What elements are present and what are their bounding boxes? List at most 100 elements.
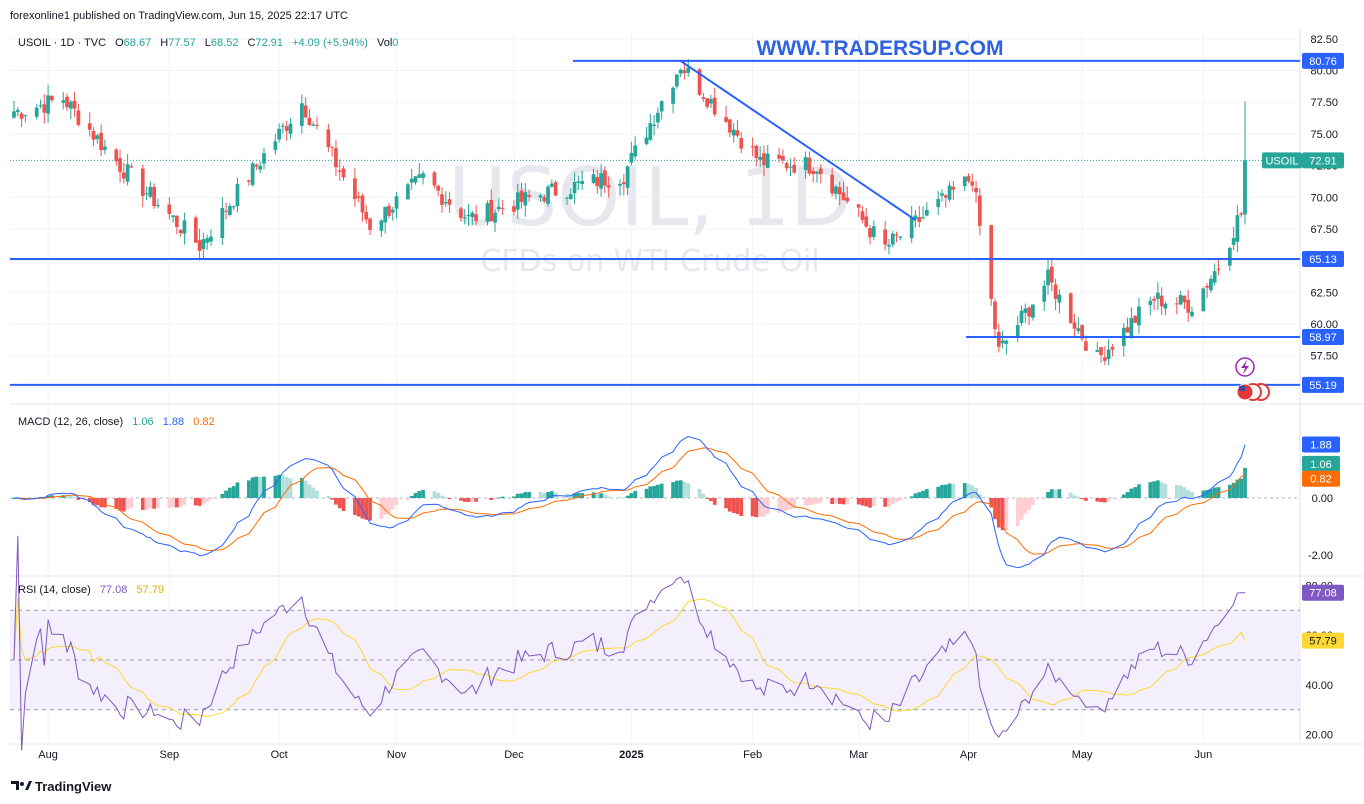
- candle: [674, 74, 679, 89]
- candle: [436, 184, 441, 197]
- rsi-value: 77.08: [100, 584, 128, 596]
- candle: [254, 163, 259, 171]
- price-tick-label: 82.50: [1310, 34, 1338, 46]
- macd-histogram-bar: [671, 482, 675, 499]
- candle: [171, 215, 175, 223]
- macd-histogram-bar: [409, 495, 414, 499]
- candle: [1031, 304, 1035, 321]
- time-axis[interactable]: Aug Sep Oct Nov Dec 2025 Feb Mar Apr May Jun: [38, 749, 1212, 761]
- macd-histogram-bar: [512, 496, 516, 499]
- candle: [1080, 324, 1084, 342]
- macd-histogram-bar: [140, 498, 145, 510]
- candle: [621, 174, 626, 196]
- price-tick-label: 77.50: [1310, 97, 1338, 109]
- macd-histogram-bar: [921, 490, 925, 499]
- symbol-badge: [1262, 152, 1302, 169]
- macd-histogram-bar: [811, 498, 816, 505]
- candle: [15, 107, 20, 117]
- candle: [417, 162, 422, 179]
- macd-histogram-bar: [807, 498, 812, 506]
- candle: [890, 230, 895, 248]
- macd-histogram-bar: [735, 498, 740, 515]
- candle: [201, 232, 206, 260]
- candle: [383, 206, 388, 234]
- macd-histogram-bar: [815, 498, 819, 504]
- macd-histogram-bar: [288, 478, 293, 499]
- macd-histogram-bar: [629, 493, 634, 499]
- candle: [334, 140, 338, 176]
- macd-histogram-bar: [705, 498, 710, 500]
- macd-histogram-bar: [311, 487, 316, 499]
- macd-histogram-bar: [739, 498, 744, 517]
- macd-histogram-bar: [246, 480, 251, 499]
- macd-histogram-bar: [1049, 489, 1054, 499]
- macd-histogram-bar: [887, 498, 891, 507]
- macd-histogram-bar: [182, 498, 187, 505]
- candle: [1027, 306, 1031, 326]
- macd-histogram-bar: [1125, 492, 1130, 499]
- macd-histogram-bar: [1057, 489, 1062, 499]
- candle: [936, 191, 941, 216]
- rsi-value-badge-text: 57.79: [1309, 636, 1337, 648]
- legend-symbol: USOIL · 1D · TVC: [18, 37, 106, 49]
- candle: [356, 191, 361, 203]
- candle: [209, 229, 213, 246]
- candle: [917, 205, 922, 228]
- candle: [750, 137, 755, 157]
- candle: [228, 203, 232, 217]
- macd-histogram-bar: [356, 498, 361, 517]
- candle: [913, 210, 918, 228]
- candle: [311, 121, 316, 126]
- candle: [421, 170, 425, 185]
- macd-histogram-bar: [489, 498, 494, 501]
- macd-histogram-bar: [205, 498, 210, 502]
- candle: [671, 86, 675, 114]
- macd-histogram-bar: [353, 498, 357, 515]
- macd-histogram-bar: [443, 497, 448, 499]
- candle: [12, 101, 16, 119]
- legend-h-value: 77.57: [168, 37, 196, 49]
- candle: [1239, 211, 1244, 218]
- candle: [1159, 287, 1164, 315]
- candle: [42, 94, 47, 124]
- candle: [1121, 323, 1126, 357]
- macd-histogram-bar: [1156, 480, 1160, 499]
- macd-histogram-bar: [1186, 490, 1191, 499]
- trendline[interactable]: [680, 60, 917, 221]
- macd-histogram-bar: [1031, 498, 1035, 505]
- candle: [659, 100, 664, 120]
- macd-histogram-bar: [648, 486, 653, 499]
- price-axis[interactable]: 82.5080.0077.5075.0072.5070.0067.5065.00…: [1262, 34, 1344, 394]
- tradingview-logo[interactable]: TradingView: [11, 779, 112, 794]
- macd-histogram-bar: [178, 498, 183, 508]
- macd-histogram-bar: [474, 498, 478, 502]
- candle: [1156, 282, 1160, 310]
- candle: [277, 123, 281, 143]
- macd-histogram-bar: [728, 498, 732, 512]
- candle: [970, 173, 975, 192]
- macd-histogram-bar: [12, 498, 16, 500]
- candle: [1231, 226, 1236, 251]
- us-flag-icons[interactable]: [1236, 383, 1270, 401]
- macd-histogram-bar: [330, 498, 335, 500]
- macd-histogram-bar: [1159, 482, 1164, 499]
- candle: [224, 202, 228, 220]
- candle: [103, 139, 107, 155]
- macd-histogram-bar: [1201, 490, 1206, 499]
- macd-histogram-bar: [576, 493, 581, 499]
- candle: [114, 147, 119, 166]
- rsi-legend: RSI (14, close) 77.08 57.79: [18, 584, 164, 596]
- candle: [326, 123, 331, 153]
- candle: [144, 186, 149, 200]
- macd-histogram-bar: [1163, 483, 1168, 499]
- lightning-icon[interactable]: [1235, 357, 1255, 377]
- macd-histogram-bar: [1178, 485, 1183, 499]
- candle: [697, 67, 702, 97]
- candle: [595, 169, 600, 194]
- candle: [87, 112, 92, 137]
- macd-histogram-bar: [1000, 498, 1005, 531]
- macd-histogram-bar: [765, 498, 770, 515]
- candle: [1201, 287, 1206, 312]
- candle: [606, 176, 611, 198]
